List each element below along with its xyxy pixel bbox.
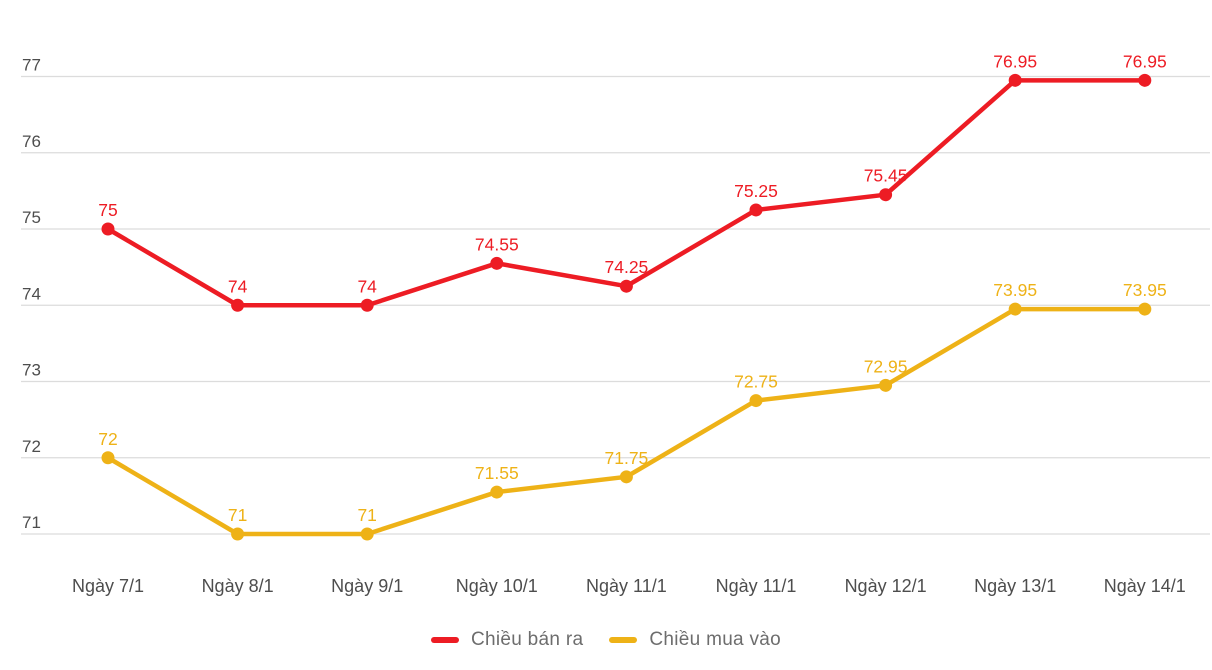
x-axis-label: Ngày 12/1 bbox=[845, 576, 927, 596]
x-axis-label: Ngày 10/1 bbox=[456, 576, 538, 596]
legend-item[interactable]: Chiều bán ra bbox=[430, 629, 584, 651]
data-point bbox=[360, 298, 374, 312]
data-point bbox=[1008, 302, 1022, 316]
x-axis-label: Ngày 11/1 bbox=[716, 576, 797, 596]
data-point-label: 72.95 bbox=[864, 356, 908, 376]
data-point-label: 71 bbox=[228, 505, 247, 525]
series-line bbox=[105, 306, 1148, 537]
data-point bbox=[490, 256, 504, 270]
data-point-label: 72 bbox=[98, 429, 117, 449]
data-point-label: 74 bbox=[357, 276, 377, 296]
data-point bbox=[619, 470, 633, 484]
x-axis-label: Ngày 14/1 bbox=[1104, 576, 1186, 596]
data-point bbox=[231, 527, 245, 541]
legend-item[interactable]: Chiều mua vào bbox=[609, 629, 781, 651]
data-point bbox=[1008, 73, 1022, 87]
y-axis-tick-label: 74 bbox=[22, 284, 41, 303]
data-point bbox=[619, 279, 633, 293]
y-axis-tick-label: 73 bbox=[22, 361, 41, 380]
data-point bbox=[879, 378, 893, 392]
x-axis-label: Ngày 9/1 bbox=[331, 576, 403, 596]
x-axis-label: Ngày 8/1 bbox=[202, 576, 274, 596]
data-point bbox=[490, 485, 504, 499]
x-axis-label: Ngày 7/1 bbox=[72, 576, 144, 596]
data-point-label: 71.55 bbox=[475, 463, 519, 483]
data-point bbox=[101, 451, 115, 465]
legend-label: Chiều mua vào bbox=[649, 629, 782, 650]
x-axis-label: Ngày 13/1 bbox=[974, 576, 1056, 596]
y-axis-tick-label: 77 bbox=[22, 56, 41, 75]
data-point-label: 72.75 bbox=[734, 372, 778, 392]
data-point bbox=[101, 222, 115, 236]
data-point-label: 74.25 bbox=[605, 257, 649, 277]
data-point-label: 76.95 bbox=[1123, 51, 1167, 71]
data-point bbox=[231, 298, 245, 312]
y-axis-tick-label: 72 bbox=[22, 437, 41, 456]
y-axis-tick-label: 71 bbox=[22, 513, 41, 532]
data-point-label: 71.75 bbox=[605, 448, 649, 468]
data-point-label: 76.95 bbox=[993, 51, 1037, 71]
data-point-label: 73.95 bbox=[1123, 280, 1167, 300]
data-point bbox=[1138, 73, 1152, 87]
legend-swatch-icon bbox=[430, 637, 459, 643]
y-axis-tick-label: 75 bbox=[22, 208, 41, 227]
legend-label: Chiều bán ra bbox=[470, 629, 584, 650]
data-point bbox=[879, 188, 893, 202]
y-axis-tick-label: 76 bbox=[22, 132, 41, 151]
data-point bbox=[749, 203, 763, 217]
data-point-label: 71 bbox=[357, 505, 376, 525]
data-point-label: 74.55 bbox=[475, 234, 519, 254]
data-point bbox=[749, 394, 763, 408]
data-point-label: 75.25 bbox=[734, 181, 778, 201]
data-point bbox=[360, 527, 374, 541]
chart-legend: Chiều bán ra Chiều mua vào bbox=[0, 627, 1212, 653]
legend-swatch-icon bbox=[609, 637, 638, 643]
x-axis-label: Ngày 11/1 bbox=[586, 576, 667, 596]
data-point-label: 75.45 bbox=[864, 166, 908, 186]
data-point bbox=[1138, 302, 1152, 316]
data-point-label: 75 bbox=[98, 200, 117, 220]
data-point-label: 74 bbox=[228, 276, 248, 296]
data-point-label: 73.95 bbox=[993, 280, 1037, 300]
